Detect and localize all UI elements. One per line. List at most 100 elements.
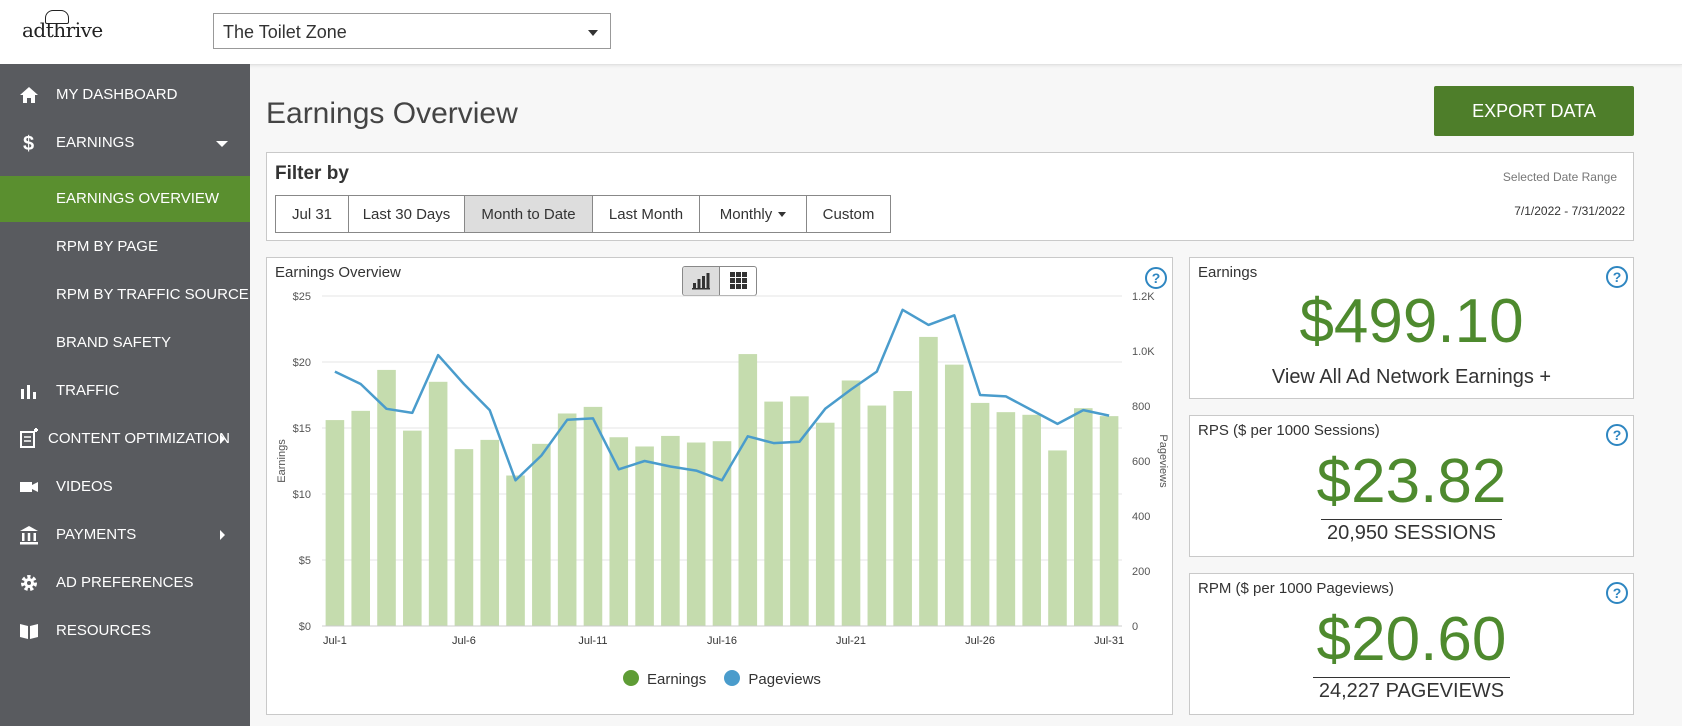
earnings-bar [686,442,706,626]
bar-chart-icon [692,273,710,290]
earnings-bar [1074,408,1093,626]
y-right-tick-label: 800 [1132,401,1150,413]
selected-date-range-value: 7/1/2022 - 7/31/2022 [1514,204,1625,218]
pageviews-line [334,308,1110,482]
x-tick-label: Jul-1 [323,635,347,647]
sidebar-item-traffic[interactable]: TRAFFIC [0,368,250,414]
grid-icon [730,272,747,289]
adthrive-logo[interactable]: adthrive [22,10,103,42]
earnings-bar [428,381,448,626]
rps-help-icon[interactable]: ? [1606,424,1628,446]
earnings-pageviews-chart: $0 $5 $10 $15 $20 $25 0 200 400 600 800 1.0K 1.2K Ear… [276,291,1169,647]
sidebar-item-rpm-by-page[interactable]: RPM BY PAGE [56,238,158,255]
video-camera-icon [20,482,38,492]
y-right-tick-label: 1.0K [1132,346,1155,358]
earnings-total-value: $499.10 [1299,287,1524,356]
earnings-bar [583,406,603,626]
earnings-bar [351,410,370,626]
logo-chef-hat-icon [45,10,69,24]
earnings-bar [867,405,887,626]
filter-title: Filter by [275,163,349,184]
chart-help-icon[interactable]: ? [1145,267,1167,289]
earnings-bar [635,446,654,626]
chart-view-toggle [682,266,757,296]
export-data-button[interactable]: EXPORT DATA [1434,86,1634,136]
y-right-tick-label: 0 [1132,621,1138,633]
x-tick-label: Jul-31 [1094,635,1124,647]
filter-button-jul-31[interactable]: Jul 31 [275,195,349,233]
chart-legend: Earnings Pageviews [623,670,821,688]
earnings-bar [738,354,758,626]
sidebar-item-resources[interactable]: RESOURCES [0,608,250,654]
earnings-bar [764,401,783,626]
filter-panel: Filter by Jul 31 Last 30 Days Month to D… [266,152,1634,241]
svg-text:$: $ [23,133,34,154]
sidebar-item-earnings[interactable]: $ EARNINGS [0,120,250,166]
rpm-help-icon[interactable]: ? [1606,582,1628,604]
sidebar-item-earnings-overview[interactable]: EARNINGS OVERVIEW [0,176,250,222]
y-left-tick-label: $15 [293,423,311,435]
legend-item-pageviews[interactable]: Pageviews [724,670,821,688]
view-all-ad-network-earnings-link[interactable]: View All Ad Network Earnings + [1271,366,1552,388]
earnings-bar [841,380,861,626]
chevron-down-icon [216,141,228,147]
earnings-bar [480,439,500,626]
y-left-axis-title: Earnings [276,439,288,483]
earnings-bar [790,396,809,626]
y-right-tick-label: 1.2K [1132,291,1155,303]
sidebar-item-payments[interactable]: PAYMENTS [0,512,250,558]
earnings-bar [1099,416,1119,626]
rps-card: RPS ($ per 1000 Sessions) ? $23.82 20,95… [1189,415,1634,557]
earnings-bar [532,443,551,626]
dollar-icon: $ [23,133,34,154]
filter-button-last-month[interactable]: Last Month [593,195,700,233]
earnings-chart-panel: Earnings Overview ? $0 $5 $10 $15 $20 $25 0 200… [266,257,1173,715]
earnings-bar [325,420,345,626]
sidebar-item-rpm-by-traffic-source[interactable]: RPM BY TRAFFIC SOURCE [56,286,249,303]
y-right-axis-title: Pageviews [1157,434,1169,488]
earnings-bar [454,449,474,626]
rpm-value: $20.60 [1316,605,1507,674]
chevron-right-icon [220,530,225,540]
earnings-bar [609,437,629,626]
earnings-bar [996,412,1016,626]
filter-button-custom[interactable]: Custom [807,195,891,233]
chart-view-button[interactable] [683,267,720,295]
earnings-bar [557,413,577,626]
y-left-tick-label: $5 [299,555,311,567]
y-left-tick-label: $20 [293,357,311,369]
book-icon [20,624,38,639]
sidebar-item-ad-preferences[interactable]: AD PREFERENCES [0,560,250,606]
site-selector-value: The Toilet Zone [223,22,347,42]
earnings-bar [712,441,732,626]
sidebar-item-content-optimization[interactable]: CONTENT OPTIMIZATION [0,416,250,462]
sidebar: MY DASHBOARD $ EARNINGS EARNINGS OVERVIE… [0,64,250,726]
y-left-tick-label: $25 [293,291,311,303]
chevron-right-icon [220,434,225,444]
sidebar-item-videos[interactable]: VIDEOS [0,464,250,510]
rps-card-label: RPS ($ per 1000 Sessions) [1198,422,1380,439]
y-left-tick-label: $10 [293,489,311,501]
earnings-help-icon[interactable]: ? [1606,266,1628,288]
x-tick-label: Jul-6 [452,635,476,647]
y-right-tick-label: 400 [1132,511,1150,523]
earnings-bar [919,336,938,626]
gear-icon [21,575,37,591]
filter-button-month-to-date[interactable]: Month to Date [465,195,593,233]
date-filter-buttons: Jul 31 Last 30 Days Month to Date Last M… [275,195,891,233]
legend-item-earnings[interactable]: Earnings [623,670,706,688]
legend-dot-earnings [623,670,639,687]
y-right-tick-label: 600 [1132,456,1150,468]
y-left-tick-label: $0 [299,621,311,633]
sessions-count: 20,950 SESSIONS [1190,519,1633,545]
table-view-button[interactable] [720,267,756,295]
site-selector[interactable]: The Toilet Zone [213,13,611,49]
x-tick-label: Jul-26 [965,635,995,647]
sidebar-item-brand-safety[interactable]: BRAND SAFETY [56,334,172,351]
earnings-bar [506,475,525,626]
filter-button-last-30-days[interactable]: Last 30 Days [349,195,465,233]
earnings-bar [1048,450,1067,626]
bar-chart-icon [21,385,36,399]
sidebar-item-my-dashboard[interactable]: MY DASHBOARD [0,72,250,118]
filter-dropdown-monthly[interactable]: Monthly [700,195,807,233]
